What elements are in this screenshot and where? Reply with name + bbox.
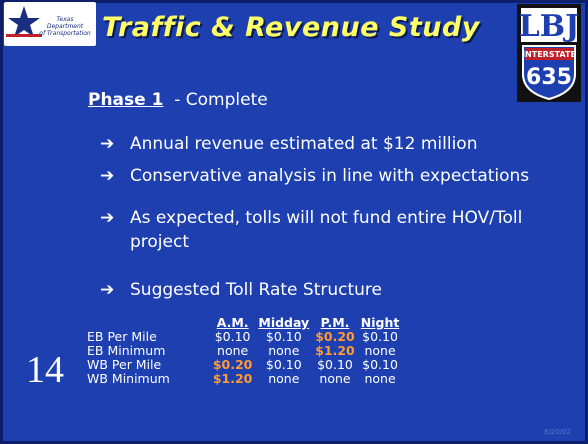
slide-number: 14 bbox=[26, 349, 64, 391]
table-cell: $0.10 bbox=[214, 329, 251, 344]
interstate-shield: LBJ INTERSTATE 635 bbox=[517, 4, 581, 102]
bullet-text: Conservative analysis in line with expec… bbox=[130, 166, 530, 186]
table-row: WB Per Mile $0.20 $0.10 $0.10 $0.10 bbox=[84, 358, 402, 372]
column-header: Midday bbox=[258, 315, 310, 330]
shield-band-text: INTERSTATE bbox=[522, 50, 576, 59]
bullet-text: Annual revenue estimated at $12 million bbox=[130, 134, 478, 154]
table-row: EB Minimum none none $1.20 none bbox=[84, 344, 402, 358]
row-label: WB Minimum bbox=[87, 371, 170, 386]
logo-text: Department bbox=[46, 23, 84, 30]
phase-status: - Complete bbox=[174, 90, 268, 110]
logo-text: of Transportation bbox=[39, 30, 91, 37]
column-header: Night bbox=[360, 315, 400, 330]
table-row: EB Per Mile $0.10 $0.10 $0.20 $0.10 bbox=[84, 330, 402, 344]
toll-table: A.M. Midday P.M. Night EB Per Mile $0.10 $0.1… bbox=[84, 316, 402, 386]
bullet-arrow: ➔ bbox=[100, 166, 115, 186]
bullet-arrow: ➔ bbox=[100, 134, 115, 154]
table-cell: none bbox=[364, 343, 396, 358]
logo-text: Texas bbox=[56, 16, 74, 23]
row-label: EB Minimum bbox=[87, 343, 166, 358]
phase-line: Phase 1 - Complete bbox=[88, 90, 268, 110]
logo-star bbox=[6, 6, 42, 37]
table-header: A.M. Midday P.M. Night bbox=[84, 316, 402, 330]
column-header: A.M. bbox=[216, 315, 249, 330]
phase-label: Phase 1 bbox=[88, 90, 164, 110]
row-label: EB Per Mile bbox=[87, 329, 157, 344]
table-cell: $0.20 bbox=[212, 357, 253, 372]
bullet-text: Suggested Toll Rate Structure bbox=[130, 280, 382, 300]
column-header: P.M. bbox=[320, 315, 350, 330]
table-cell: none bbox=[268, 343, 300, 358]
bullet-text: As expected, tolls will not fund entire … bbox=[130, 208, 523, 252]
shield-top-text: LBJ bbox=[519, 9, 580, 44]
table-body: EB Per Mile $0.10 $0.10 $0.20 $0.10 EB Minimu… bbox=[84, 330, 402, 386]
row-label: WB Per Mile bbox=[87, 357, 162, 372]
shield-band bbox=[525, 48, 573, 60]
slide-title: Traffic & Revenue Study bbox=[102, 12, 480, 43]
table-cell: $0.10 bbox=[362, 329, 398, 344]
table-cell: $0.20 bbox=[315, 329, 355, 344]
bullet-arrow: ➔ bbox=[100, 280, 115, 300]
table-cell: $1.20 bbox=[212, 371, 253, 386]
txdot-logo: Texas Department of Transportation bbox=[4, 2, 96, 46]
table-row: WB Minimum $1.20 none none none bbox=[84, 372, 402, 386]
table-cell: none bbox=[217, 343, 249, 358]
shield-number: 635 bbox=[526, 65, 572, 90]
slide-date: 8/20/02 bbox=[544, 428, 571, 436]
table-cell: none bbox=[268, 371, 300, 386]
table-cell: $0.10 bbox=[265, 329, 302, 344]
table-cell: $0.10 bbox=[265, 357, 302, 372]
bullet-arrow: ➔ bbox=[100, 208, 115, 228]
table-cell: $0.10 bbox=[317, 357, 353, 372]
table-cell: none bbox=[319, 371, 351, 386]
table-cell: none bbox=[364, 371, 396, 386]
table-cell: $1.20 bbox=[315, 343, 355, 358]
shield-top bbox=[521, 8, 577, 42]
table-cell: $0.10 bbox=[362, 357, 398, 372]
